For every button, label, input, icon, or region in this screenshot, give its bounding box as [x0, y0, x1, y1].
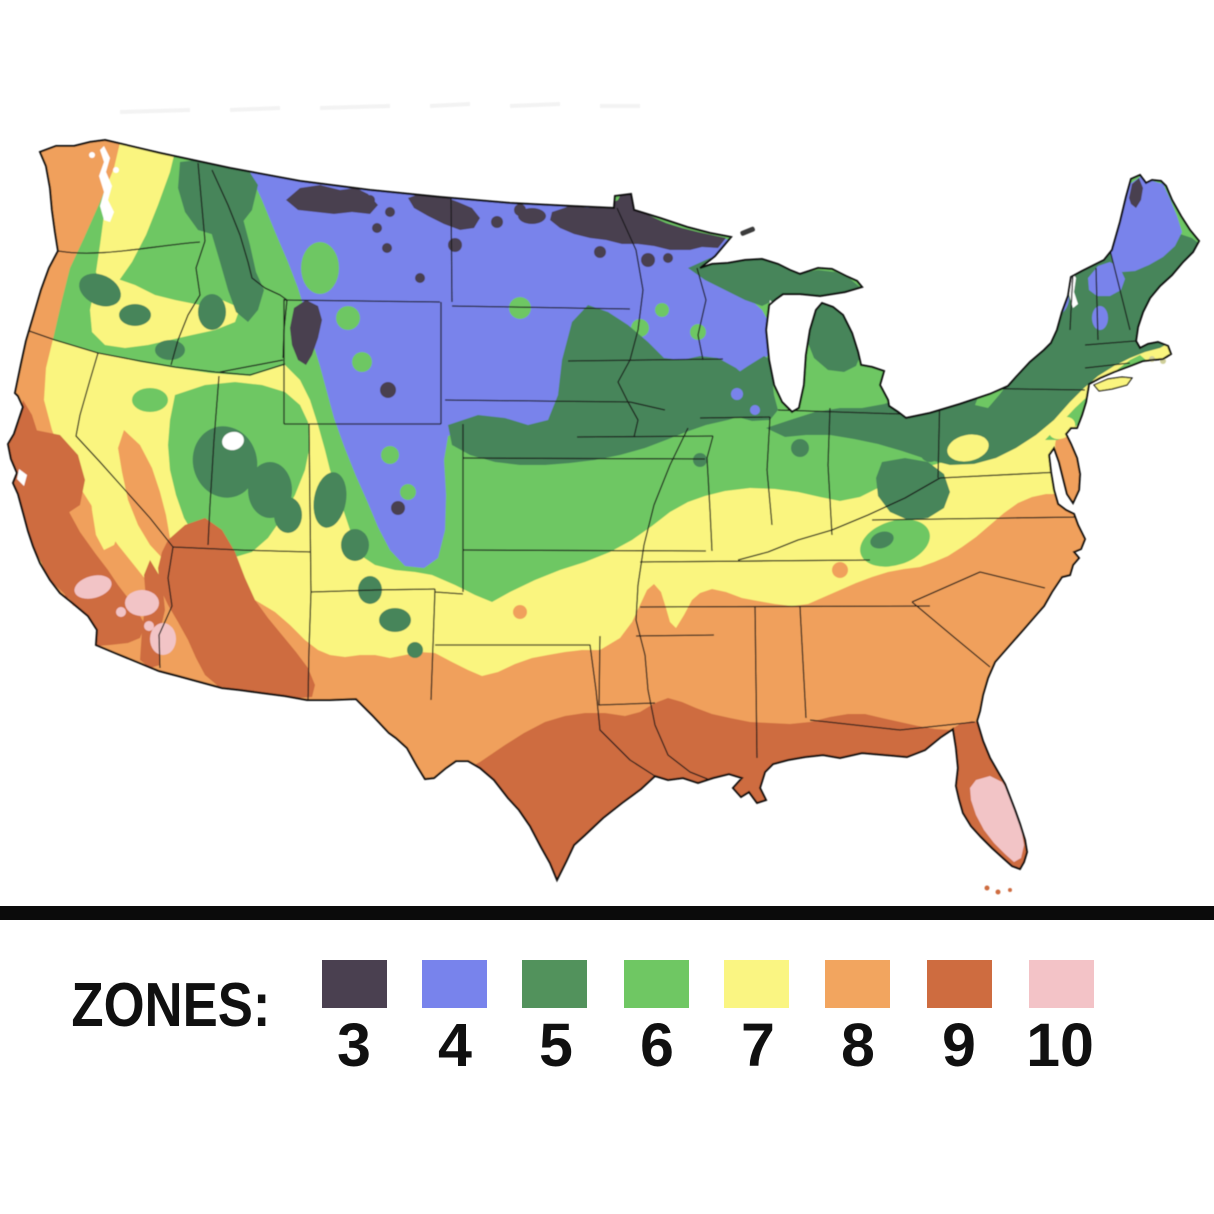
svg-text:8: 8 — [841, 1011, 875, 1079]
svg-text:6: 6 — [640, 1011, 674, 1079]
svg-text:4: 4 — [438, 1011, 472, 1079]
svg-text:7: 7 — [741, 1011, 775, 1079]
svg-text:ZONES:: ZONES: — [71, 971, 270, 1040]
svg-text:10: 10 — [1026, 1011, 1094, 1079]
svg-text:5: 5 — [539, 1011, 573, 1079]
svg-text:9: 9 — [942, 1011, 976, 1079]
svg-text:3: 3 — [337, 1011, 371, 1079]
